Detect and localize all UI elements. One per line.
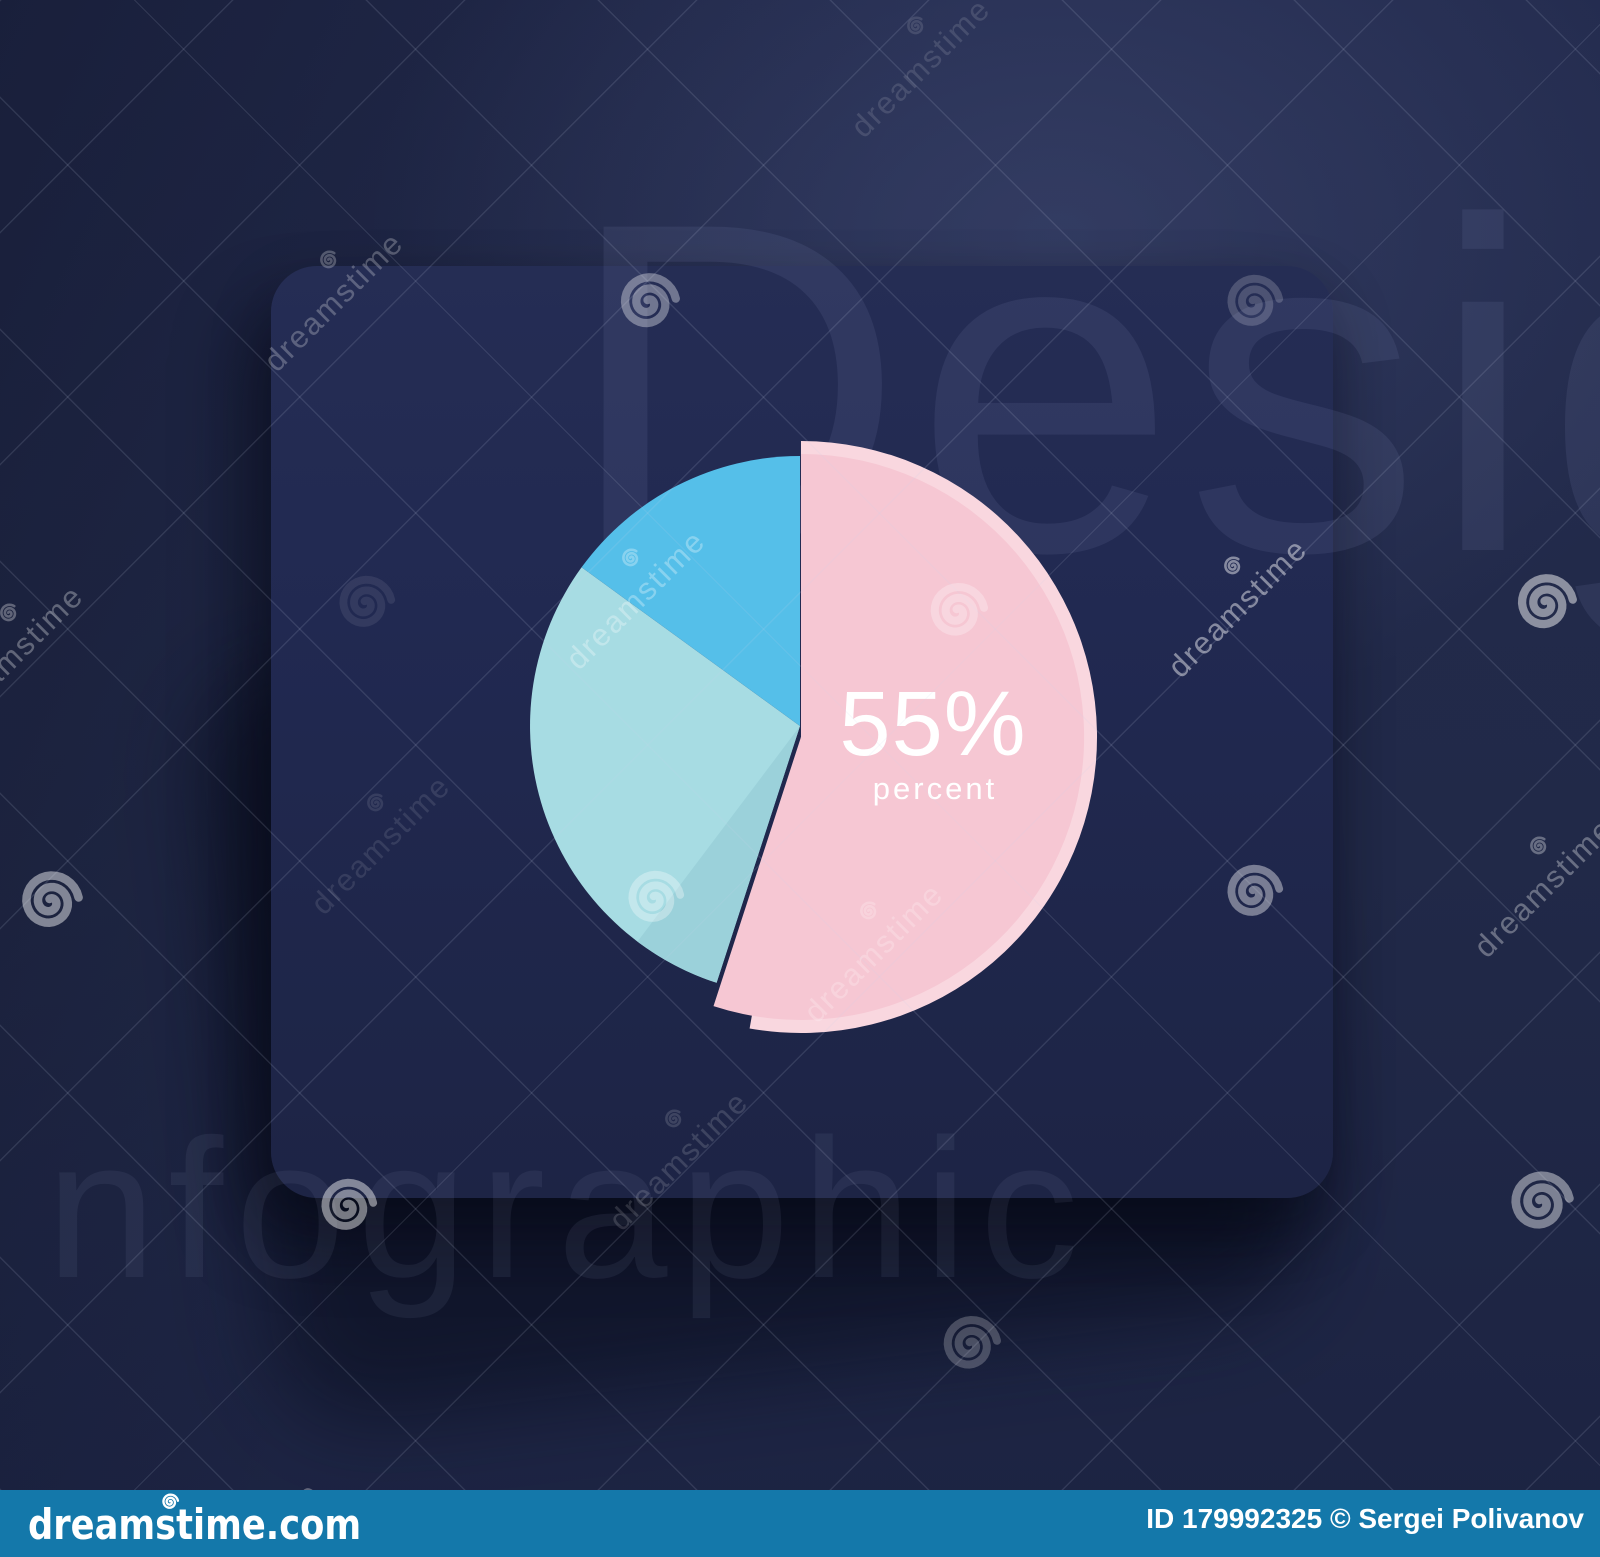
dreamstime-logo: dreamstime.com bbox=[28, 1500, 362, 1549]
pie-slice-55 bbox=[713, 454, 1085, 1021]
pie-center-caption: percent bbox=[872, 771, 998, 806]
credit-bar bbox=[0, 1490, 1600, 1557]
pie-center-value: 55% bbox=[839, 673, 1027, 775]
image-credit: ID 179992325 © Sergei Polivanov bbox=[1146, 1503, 1584, 1534]
pie-slice-15 bbox=[581, 456, 800, 726]
logo-spiral-icon bbox=[162, 1493, 180, 1509]
